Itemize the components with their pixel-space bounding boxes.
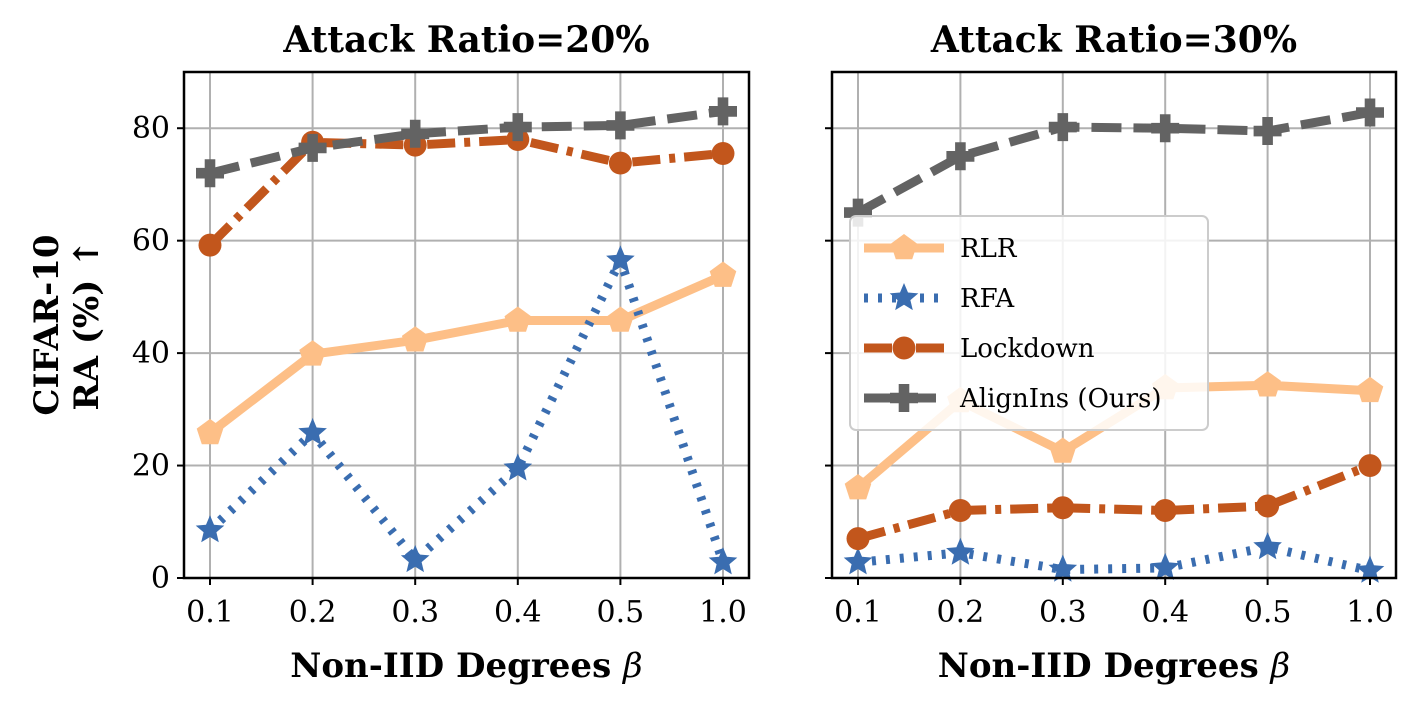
chart-title: Attack Ratio=20% — [282, 19, 649, 61]
x-tick-label: 0.5 — [597, 595, 645, 630]
data-point-rlr — [607, 306, 634, 332]
data-point-rlr — [709, 261, 737, 287]
data-point-rlr — [504, 306, 532, 332]
legend-label-rlr: RLR — [960, 234, 1018, 264]
data-point-rfa — [298, 417, 327, 446]
x-axis-symbol: β — [1269, 646, 1291, 686]
plot-frame — [830, 70, 1398, 580]
y-tick-label: 60 — [132, 224, 170, 259]
data-point-rlr — [1356, 376, 1384, 403]
series-line-lockdown — [856, 461, 1372, 543]
x-tick-label: 0.2 — [289, 595, 337, 630]
data-point-rfa — [606, 245, 635, 273]
data-point-lockdown — [1256, 494, 1280, 518]
x-tick-label: 0.1 — [834, 595, 882, 630]
data-point-lockdown — [948, 499, 972, 523]
data-point-rfa — [843, 547, 873, 575]
x-tick-label: 0.1 — [186, 595, 234, 630]
y-axis-label-line1: CIFAR-10 — [27, 234, 67, 415]
x-tick-label: 0.5 — [1244, 595, 1292, 630]
data-point-rfa — [400, 545, 430, 573]
data-point-lockdown — [846, 527, 870, 551]
data-point-lockdown — [711, 142, 735, 166]
x-tick-label: 0.3 — [1039, 595, 1087, 630]
x-axis-label: Non-IID Degrees β — [938, 646, 1290, 686]
legend-label-rfa: RFA — [960, 284, 1015, 314]
data-point-rfa — [1253, 532, 1282, 560]
data-point-alignins-ours — [1048, 113, 1077, 142]
data-point-rlr — [196, 418, 224, 445]
data-point-rfa — [503, 453, 533, 481]
data-point-alignins-ours — [1151, 114, 1180, 143]
data-point-alignins-ours — [503, 113, 532, 142]
x-tick-label: 1.0 — [699, 595, 747, 630]
y-axis-label-line2: RA (%) ↑ — [67, 239, 107, 410]
data-point-rfa — [1150, 552, 1180, 580]
plot-frame — [182, 70, 751, 580]
chart-panel-2: 0.1 0.2 0.3 0.4 0.5 1.0 Attack Ratio=30% Non-II… — [825, 19, 1398, 686]
legend-marker-lockdown — [892, 336, 916, 360]
data-point-rfa — [1355, 555, 1385, 583]
series-line-rfa — [857, 542, 1372, 576]
data-point-lockdown — [608, 151, 632, 175]
legend: RLR RFA Lockdown AlignIns (Ours) — [849, 215, 1209, 431]
legend-box — [849, 215, 1209, 431]
x-tick-label: 0.4 — [494, 595, 542, 630]
data-point-alignins-ours — [298, 133, 327, 162]
data-point-rfa — [708, 547, 738, 575]
legend-marker-alignins-ours — [890, 384, 918, 412]
data-point-rlr — [844, 474, 872, 500]
x-tick-label: 0.4 — [1141, 595, 1189, 630]
data-point-alignins-ours — [401, 119, 430, 148]
data-point-rlr — [401, 326, 429, 352]
series-line-rlr — [207, 271, 725, 437]
data-point-alignins-ours — [1356, 98, 1384, 127]
data-point-alignins-ours — [844, 198, 872, 227]
data-point-lockdown — [1051, 496, 1075, 520]
data-point-lockdown — [198, 233, 222, 257]
data-point-alignins-ours — [606, 111, 635, 140]
series-line-alignins-ours — [855, 108, 1371, 217]
legend-label-lockdown: Lockdown — [960, 334, 1095, 364]
legend-marker-rlr — [890, 234, 918, 260]
x-tick-label: 0.3 — [391, 595, 439, 630]
y-tick-label: 0 — [151, 561, 170, 596]
data-point-rfa — [1048, 554, 1078, 582]
y-tick-label: 20 — [132, 449, 170, 484]
data-point-rfa — [195, 515, 225, 543]
x-tick-label: 0.2 — [937, 595, 985, 630]
data-point-rlr — [1049, 437, 1077, 463]
data-point-lockdown — [1358, 454, 1382, 478]
chart-panel-1: 0.1 0.2 0.3 0.4 0.5 1.0 0 20 40 60 80 Attack Ratio=… — [132, 19, 751, 686]
series-line-alignins-ours — [208, 106, 724, 178]
x-tick-label: 1.0 — [1346, 595, 1394, 630]
y-tick-label: 80 — [132, 111, 170, 146]
series-line-lockdown — [206, 135, 724, 249]
data-point-rfa — [946, 537, 975, 565]
data-point-rlr — [299, 340, 326, 366]
legend-label-alignins-ours: AlignIns (Ours) — [959, 384, 1162, 414]
data-point-alignins-ours — [709, 97, 737, 126]
x-axis-label: Non-IID Degrees β — [290, 646, 642, 686]
legend-marker-rfa — [889, 283, 919, 311]
data-point-alignins-ours — [1253, 117, 1282, 145]
y-tick-label: 40 — [132, 336, 170, 371]
x-axis-symbol: β — [621, 646, 643, 686]
chart-title: Attack Ratio=30% — [930, 19, 1297, 61]
data-point-alignins-ours — [946, 142, 975, 171]
data-point-lockdown — [1153, 499, 1177, 523]
data-point-alignins-ours — [196, 159, 224, 188]
data-point-rlr — [1254, 371, 1281, 397]
